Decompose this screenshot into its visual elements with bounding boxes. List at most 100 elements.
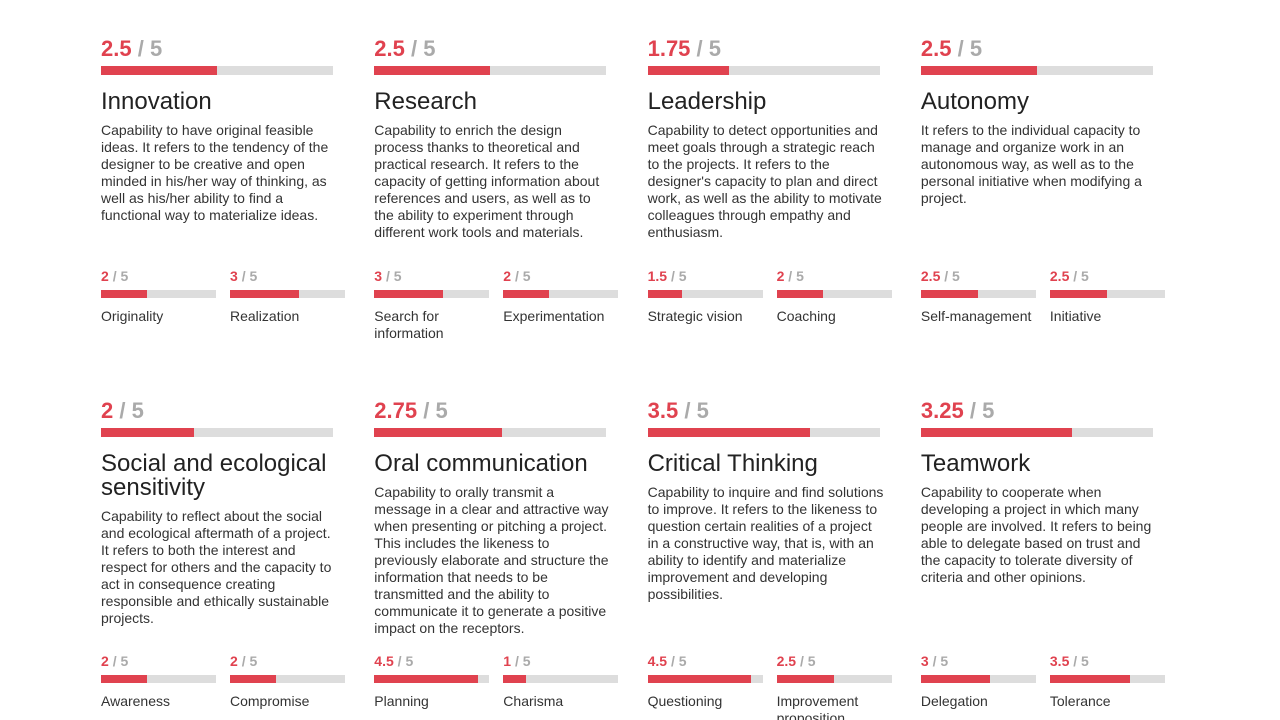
score-bar	[647, 66, 729, 75]
sub-bar-track	[920, 290, 1036, 298]
score-separator: /	[969, 398, 976, 423]
sub-skill: 3 / 5 Realization	[230, 268, 350, 324]
sub-score: 3 / 5	[374, 268, 494, 284]
sub-label: Tolerance	[1049, 693, 1111, 709]
skill-description: Capability to have original feasible ide…	[101, 122, 329, 223]
score-separator: /	[1073, 268, 1078, 284]
score-max: 5	[131, 398, 144, 423]
score-separator: /	[241, 268, 246, 284]
score-value: 2.5	[920, 268, 941, 284]
sub-bar-track	[101, 675, 216, 683]
score: 2 / 5	[101, 398, 144, 424]
sub-skill: 2 / 5 Coaching	[776, 268, 897, 324]
sub-bar-track	[503, 290, 619, 298]
sub-bar	[374, 290, 444, 298]
sub-skill: 2.5 / 5 Initiative	[1049, 268, 1170, 324]
score-value: 2	[503, 268, 512, 284]
score-value: 2.5	[920, 36, 952, 61]
sub-bar	[230, 675, 276, 683]
score-value: 2	[101, 653, 109, 669]
score-bar-track	[374, 66, 607, 75]
sub-label: Strategic vision	[647, 308, 743, 324]
score-max: 5	[120, 268, 129, 284]
sub-bar-track	[776, 675, 892, 683]
score-value: 3	[230, 268, 238, 284]
score-max: 5	[796, 268, 804, 284]
score-bar-track	[647, 66, 880, 75]
score-separator: /	[112, 653, 117, 669]
sub-bar-track	[230, 675, 345, 683]
score-separator: /	[670, 653, 675, 669]
sub-skill: 4.5 / 5 Questioning	[647, 653, 768, 709]
skill-title-text: Leadership	[647, 88, 767, 115]
sub-bar	[647, 675, 752, 683]
score-max: 5	[696, 398, 709, 423]
sub-skill: 2 / 5 Experimentation	[503, 268, 623, 324]
sub-score: 2 / 5	[777, 268, 897, 284]
score-value: 1.5	[647, 268, 668, 284]
skill-title: Oral communication Capability to orally t…	[374, 452, 624, 637]
score-separator: /	[514, 268, 519, 284]
sub-bar	[101, 290, 147, 298]
sub-bar	[503, 290, 550, 298]
score-value: 3.5	[1049, 653, 1070, 669]
score: 3.5 / 5	[648, 398, 709, 424]
score-max: 5	[952, 268, 960, 284]
sub-label: Search for information	[374, 308, 444, 341]
score: 2.5 / 5	[374, 36, 435, 62]
score-max: 5	[678, 268, 687, 284]
sub-score: 4.5 / 5	[648, 653, 768, 669]
sub-score: 1 / 5	[503, 653, 623, 669]
sub-bar-track	[647, 675, 763, 683]
skill-title-text: Autonomy	[920, 88, 1029, 115]
score-value: 2	[230, 653, 238, 669]
score-max: 5	[249, 653, 258, 669]
sub-label: Planning	[374, 693, 429, 709]
score-bar	[374, 428, 502, 437]
sub-label: Experimentation	[503, 308, 605, 324]
score-max: 5	[249, 268, 258, 284]
sub-score: 3 / 5	[921, 653, 1041, 669]
score-bar-track	[101, 66, 333, 75]
score-max: 5	[982, 398, 995, 423]
sub-skill: 4.5 / 5 Planning	[374, 653, 494, 709]
score: 2.5 / 5	[101, 36, 162, 62]
score-value: 2.75	[374, 398, 418, 423]
sub-bar-track	[374, 675, 490, 683]
score-separator: /	[423, 398, 430, 423]
score-separator: /	[684, 398, 691, 423]
sub-skill: 2 / 5 Originality	[101, 268, 221, 324]
skill-description: Capability to enrich the design process …	[374, 122, 600, 240]
sub-score: 2 / 5	[230, 653, 350, 669]
sub-bar-track	[776, 290, 892, 298]
sub-score: 1.5 / 5	[648, 268, 768, 284]
score-max: 5	[149, 36, 163, 61]
skill-title-text: Teamwork	[920, 450, 1031, 477]
score-bar	[374, 66, 491, 75]
sub-label: Delegation	[920, 693, 988, 709]
skill-title: Critical Thinking Capability to inquire a…	[648, 452, 898, 603]
score-value: 2.5	[1049, 268, 1070, 284]
skill-description: Capability to orally transmit a message …	[374, 484, 609, 636]
skill-title-text: Social and ecological sensitivity	[101, 450, 327, 501]
sub-score: 2.5 / 5	[921, 268, 1041, 284]
score-max: 5	[807, 653, 816, 669]
sub-bar-track	[920, 675, 1036, 683]
score-value: 3	[920, 653, 929, 669]
sub-skill: 2.5 / 5 Improvement proposition	[776, 653, 897, 720]
score-separator: /	[1073, 653, 1078, 669]
score-separator: /	[670, 268, 675, 284]
score-max: 5	[1081, 653, 1089, 669]
score-value: 2.5	[101, 36, 132, 61]
sub-label: Compromise	[230, 693, 310, 709]
sub-score: 4.5 / 5	[374, 653, 494, 669]
skill-title: Social and ecological sensitivity Capabil…	[101, 452, 351, 627]
score-bar	[920, 428, 1072, 437]
sub-label: Originality	[101, 308, 164, 324]
score-separator: /	[112, 268, 117, 284]
score-separator: /	[799, 653, 804, 669]
sub-score: 2 / 5	[503, 268, 623, 284]
score-separator: /	[957, 36, 964, 61]
score-bar-track	[101, 428, 333, 437]
